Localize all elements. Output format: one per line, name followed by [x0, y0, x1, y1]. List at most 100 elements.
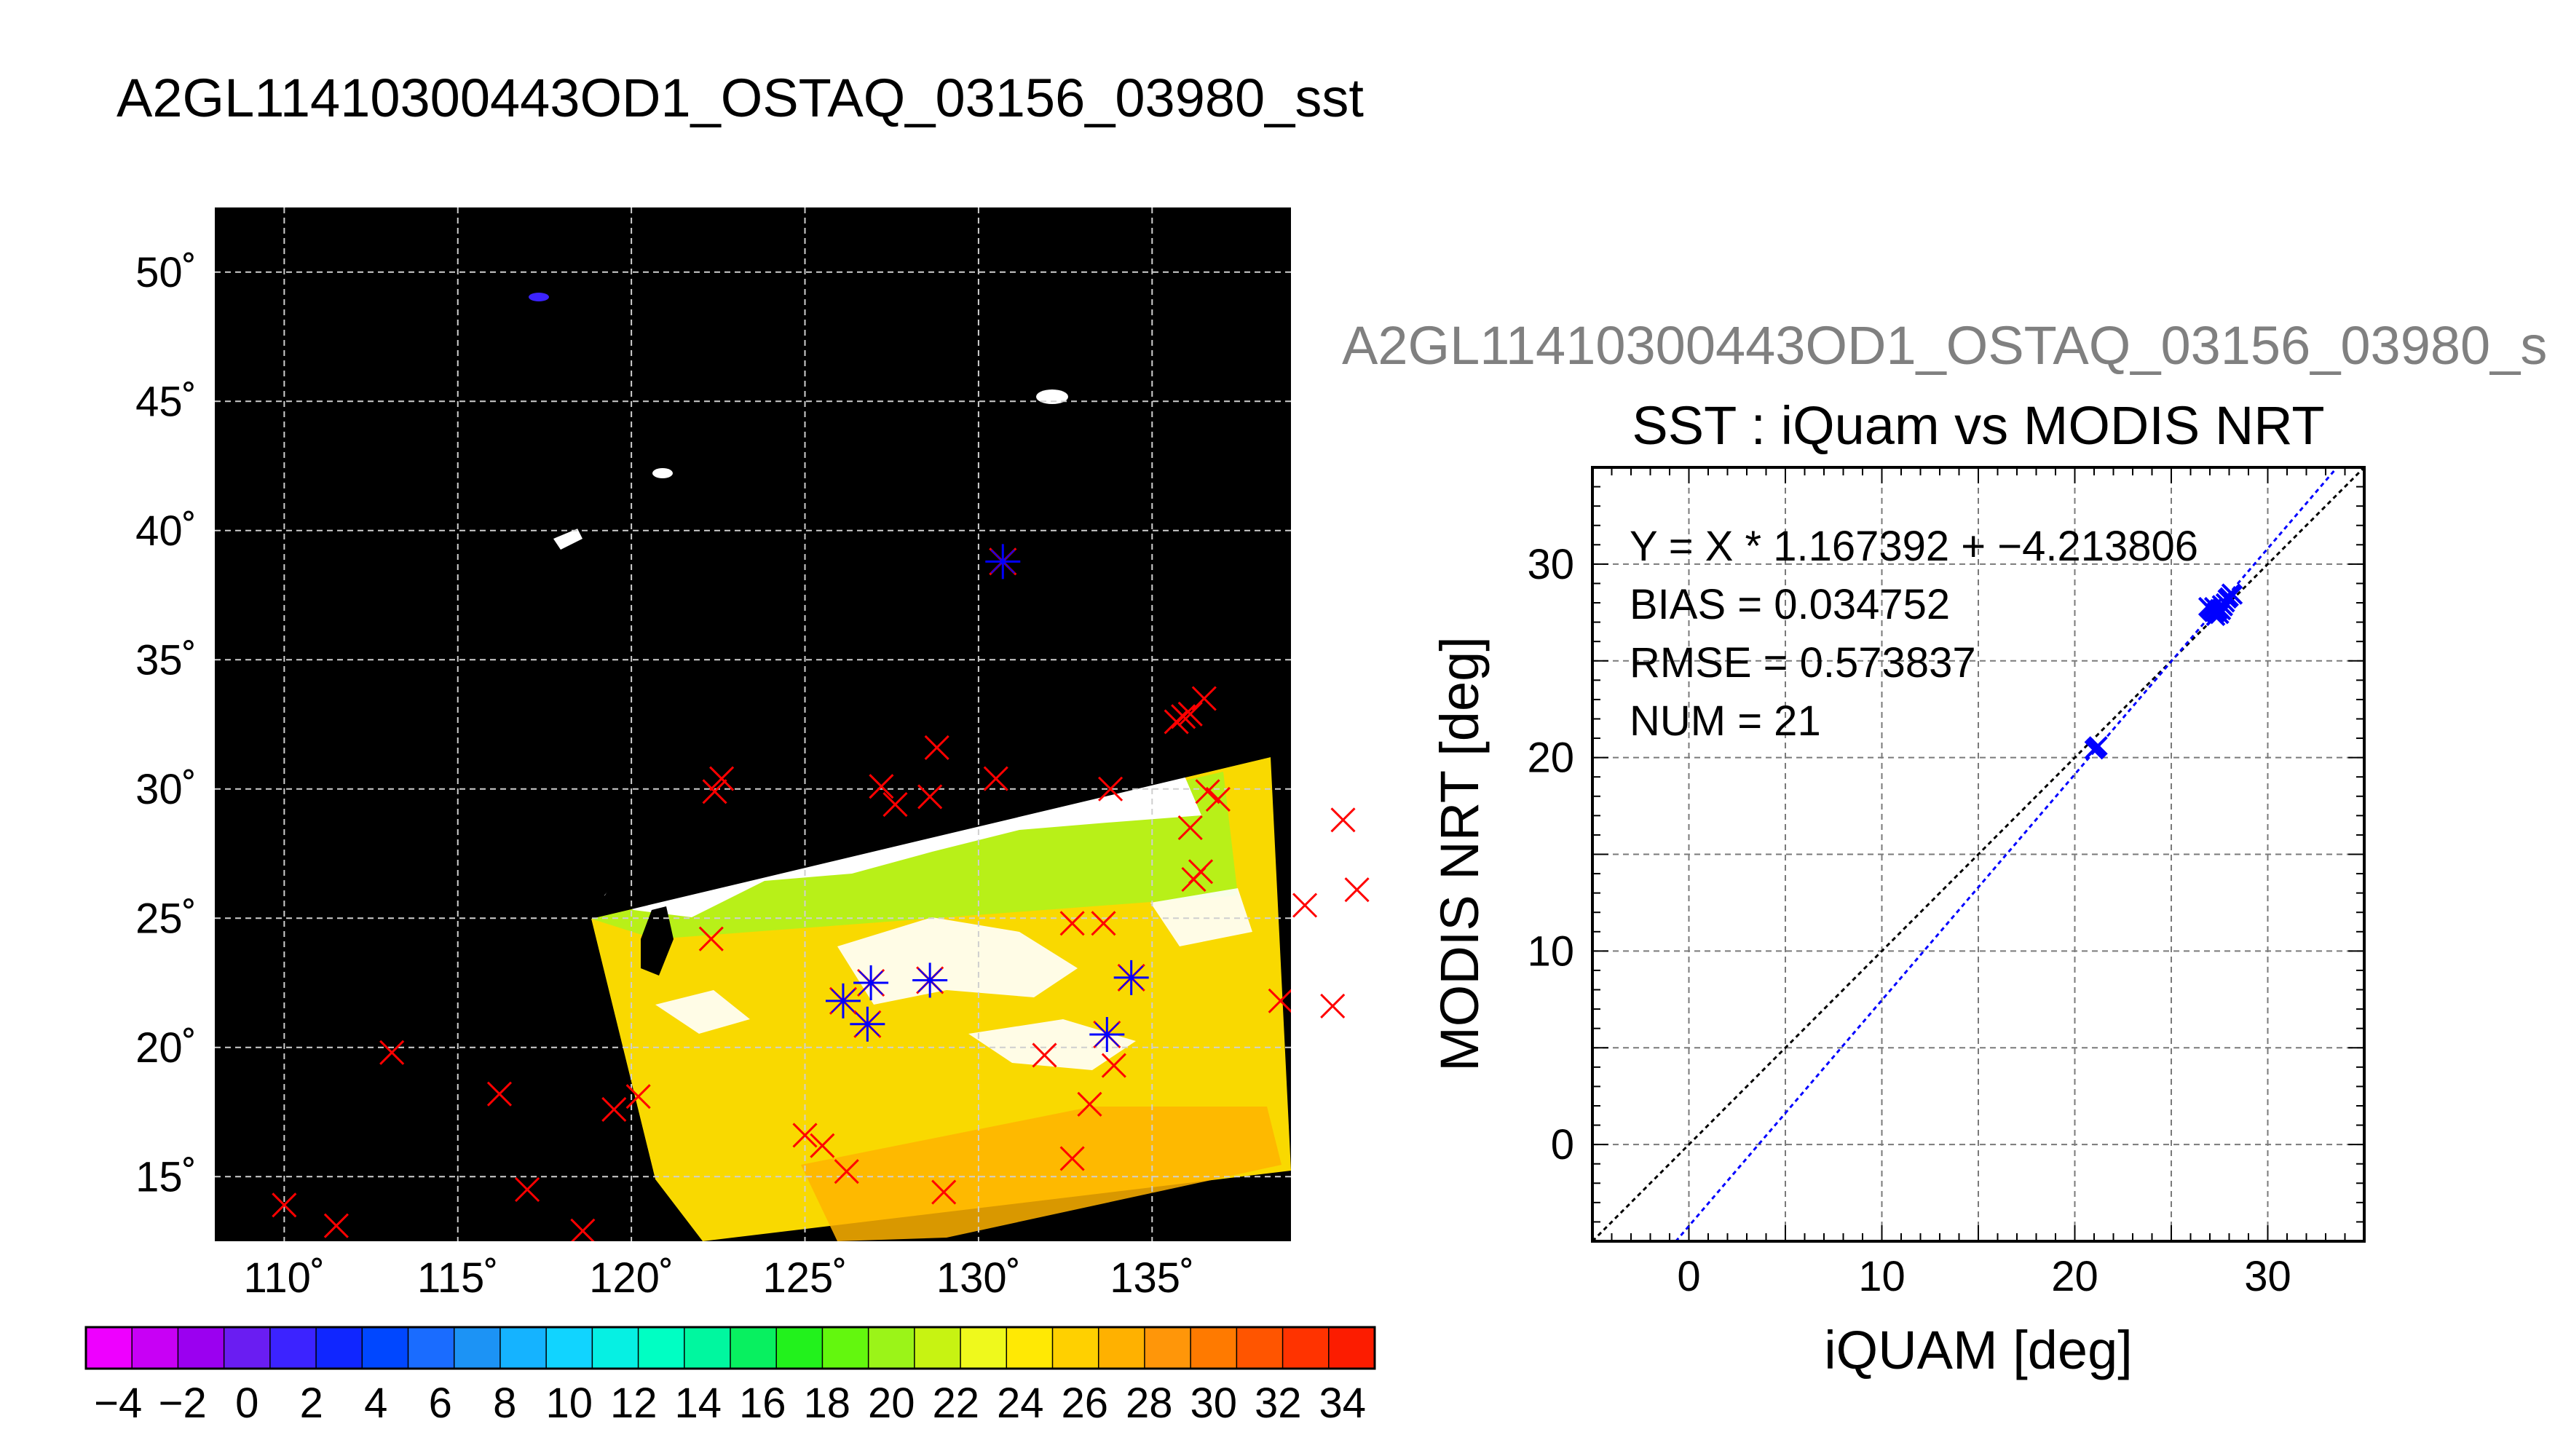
colorbar-cell [362, 1327, 408, 1369]
land-china-coast [215, 207, 1291, 919]
map-lat-tick-label: 45˚ [135, 378, 197, 425]
colorbar-cell [1144, 1327, 1191, 1369]
colorbar-tick-label: 30 [1190, 1380, 1237, 1427]
scatter-y-tick-label: 0 [1551, 1121, 1574, 1168]
map-lon-tick-label: 120˚ [589, 1254, 674, 1302]
colorbar-cell [316, 1327, 363, 1369]
colorbar: −4 −2 0 2 4 6 8 10 12 14 16 18 20 22 24 26 28 30 32 34 [84, 1326, 1376, 1427]
colorbar-cell [408, 1327, 455, 1369]
map-grid [215, 207, 1291, 1241]
map-lon-tick-label: 125˚ [762, 1254, 847, 1302]
map-insitu-marker [625, 1084, 651, 1109]
colorbar-cell [638, 1327, 685, 1369]
map-lat-tick-label: 25˚ [135, 895, 197, 942]
colorbar-cell [914, 1327, 961, 1369]
map-insitu-marker [1191, 686, 1217, 711]
stats-bias: BIAS = 0.034752 [1630, 581, 1950, 628]
map-matchup-marker [853, 965, 889, 1000]
cloud-patch-2 [529, 293, 549, 301]
map-matchup-marker [850, 1006, 885, 1042]
map-insitu-marker [486, 1081, 513, 1107]
colorbar-tick-label: 18 [803, 1380, 850, 1427]
map-offmarkers [1292, 807, 1370, 1019]
colorbar-tick-label: 20 [868, 1380, 915, 1427]
cloud-patch-3 [652, 468, 673, 478]
map-insitu-marker [1171, 704, 1196, 729]
map-insitu-marker [709, 766, 735, 791]
colorbar-cell [1236, 1327, 1284, 1369]
scatter-point [2197, 596, 2218, 617]
map-insitu-marker [931, 1179, 957, 1205]
map-insitu-marker [1032, 1042, 1057, 1068]
colorbar-tick-label: −4 [94, 1380, 142, 1427]
map-lat-tick-label: 15˚ [135, 1153, 197, 1200]
colorbar-cell [1006, 1327, 1053, 1369]
page-title: A2GL11410300443OD1_OSTAQ_03156_03980_sst [117, 68, 1364, 128]
colorbar-frame [84, 1326, 1376, 1370]
map-insitu-marker [515, 1176, 540, 1203]
map-insitu-marker [1320, 993, 1346, 1019]
map-matchup-marker [1089, 1017, 1125, 1052]
map-lat-tick-label: 40˚ [135, 507, 197, 555]
colorbar-tick-label: 28 [1126, 1380, 1173, 1427]
map-matchup-marker [1113, 960, 1149, 995]
scatter-frame [1591, 466, 2366, 1243]
map-insitu-marker [1205, 786, 1231, 812]
scatter-ylabel: MODIS NRT [deg] [1429, 636, 1490, 1072]
map-insitu-marker [702, 779, 727, 804]
map-panel: 110˚ 115˚ 120˚ 125˚ 130˚ 135˚ 15˚ 20˚ 25˚ 30˚ 35˚ 4… [135, 207, 1370, 1302]
map-lon-tick-label: 115˚ [417, 1254, 499, 1302]
map-matchup-marker [825, 983, 861, 1018]
colorbar-cell [86, 1327, 133, 1369]
map-insitu-marker [810, 1133, 835, 1158]
scatter-xlabel: iQUAM [deg] [1824, 1320, 2133, 1380]
colorbar-cell [730, 1327, 777, 1369]
clouds-south [655, 888, 1252, 1070]
colorbar-cell [1052, 1327, 1099, 1369]
map-insitu-marker [323, 1213, 349, 1238]
colorbar-tick-label: 16 [739, 1380, 786, 1427]
map-insitu-marker [601, 1096, 627, 1123]
colorbar-tick-label: 22 [932, 1380, 979, 1427]
colorbar-cell [1190, 1327, 1237, 1369]
colorbar-tick-label: 26 [1061, 1380, 1108, 1427]
colorbar-cells [86, 1327, 1375, 1369]
colorbar-tick-label: 10 [545, 1380, 593, 1427]
map-insitu-marker [272, 1192, 297, 1218]
map-matchup-marker [985, 544, 1021, 579]
land-luzon [215, 919, 703, 1241]
colorbar-cell [822, 1327, 869, 1369]
scatter-tick-labels: 0 10 20 30 0 10 20 30 [1527, 541, 2291, 1300]
fit-line [1674, 467, 2339, 1241]
map-insitu-marker [1330, 807, 1356, 833]
scatter-panel: 0 10 20 30 0 10 20 30 Y = X * 1.167392 + −4.213… [1429, 466, 2366, 1380]
colorbar-cell [1098, 1327, 1145, 1369]
scatter-y-tick-label: 30 [1527, 541, 1574, 588]
scatter-y-tick-label: 10 [1527, 927, 1574, 975]
map-insitu-marker [924, 735, 949, 761]
colorbar-cell [960, 1327, 1007, 1369]
map-lon-tick-label: 135˚ [1110, 1254, 1194, 1302]
identity-line [1592, 467, 2364, 1241]
map-lon-tick-label: 130˚ [936, 1254, 1021, 1302]
map-insitu-marker [1091, 911, 1116, 936]
map-insitu-marker [917, 784, 943, 810]
colorbar-tick-label: 32 [1255, 1380, 1302, 1427]
map-insitu-marker [1177, 701, 1203, 727]
colorbar-cell [1328, 1327, 1375, 1369]
colorbar-cell [499, 1327, 547, 1369]
map-lat-tick-label: 20˚ [135, 1024, 197, 1072]
map-insitu-marker [379, 1040, 405, 1065]
map-lat-tick-label: 30˚ [135, 766, 197, 813]
map-insitu-marker [698, 926, 724, 951]
colorbar-tick-label: 2 [300, 1380, 323, 1427]
cloud-patch-1 [1036, 389, 1068, 404]
colorbar-tick-label: 6 [429, 1380, 452, 1427]
colorbar-cell [1282, 1327, 1330, 1369]
swath-lower-orange [801, 1107, 1282, 1241]
map-insitu-marker [834, 1159, 859, 1184]
map-insitu-marker [1059, 911, 1085, 936]
map-insitu-marker [882, 791, 908, 818]
colorbar-cell [224, 1327, 271, 1369]
